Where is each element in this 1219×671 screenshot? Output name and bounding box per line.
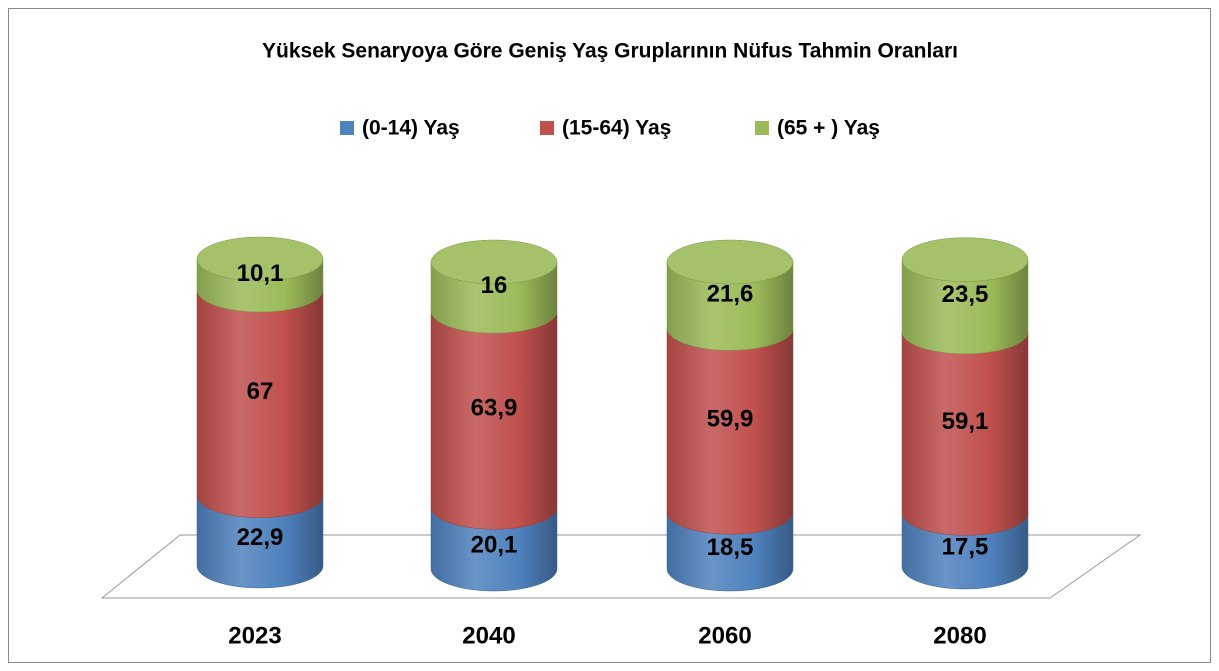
- data-label: 59,9: [707, 406, 754, 433]
- data-label: 20,1: [471, 531, 518, 558]
- legend-swatch: [755, 121, 769, 135]
- bar-segment: [430, 507, 558, 592]
- cylinder-top: [430, 239, 558, 285]
- bar-segment: [430, 310, 558, 530]
- legend-label: (65 + ) Yaş: [777, 117, 880, 140]
- cylinder-top: [666, 239, 794, 285]
- cylinder-top: [901, 237, 1029, 282]
- bar-segment: [196, 289, 324, 518]
- bar-segment: [901, 331, 1029, 536]
- legend-swatch: [540, 121, 554, 135]
- x-tick-label: 2040: [462, 622, 515, 649]
- data-label: 10,1: [237, 260, 284, 287]
- data-label: 67: [247, 378, 274, 405]
- legend-label: (0-14) Yaş: [362, 117, 460, 140]
- data-label: 23,5: [942, 281, 989, 308]
- bar-segment: [196, 495, 324, 589]
- x-tick-label: 2023: [228, 622, 281, 649]
- data-label: 17,5: [942, 533, 989, 560]
- data-label: 21,6: [707, 280, 754, 307]
- x-tick-label: 2060: [698, 622, 751, 649]
- data-label: 22,9: [237, 524, 284, 551]
- bar-segment: [901, 259, 1029, 355]
- legend-swatch: [340, 121, 354, 135]
- data-label: 18,5: [707, 534, 754, 561]
- bar-segment: [666, 328, 794, 535]
- bar-segment: [666, 511, 794, 592]
- legend-label: (15-64) Yaş: [562, 117, 671, 140]
- cylinder-top: [196, 236, 324, 282]
- floor: [100, 534, 1142, 599]
- bar-segment: [666, 261, 794, 351]
- data-label: 59,1: [942, 408, 989, 435]
- x-tick-label: 2080: [933, 622, 986, 649]
- chart-title: Yüksek Senaryoya Göre Geniş Yaş Grupları…: [262, 40, 958, 63]
- data-label: 16: [481, 272, 508, 299]
- data-label: 63,9: [471, 395, 518, 422]
